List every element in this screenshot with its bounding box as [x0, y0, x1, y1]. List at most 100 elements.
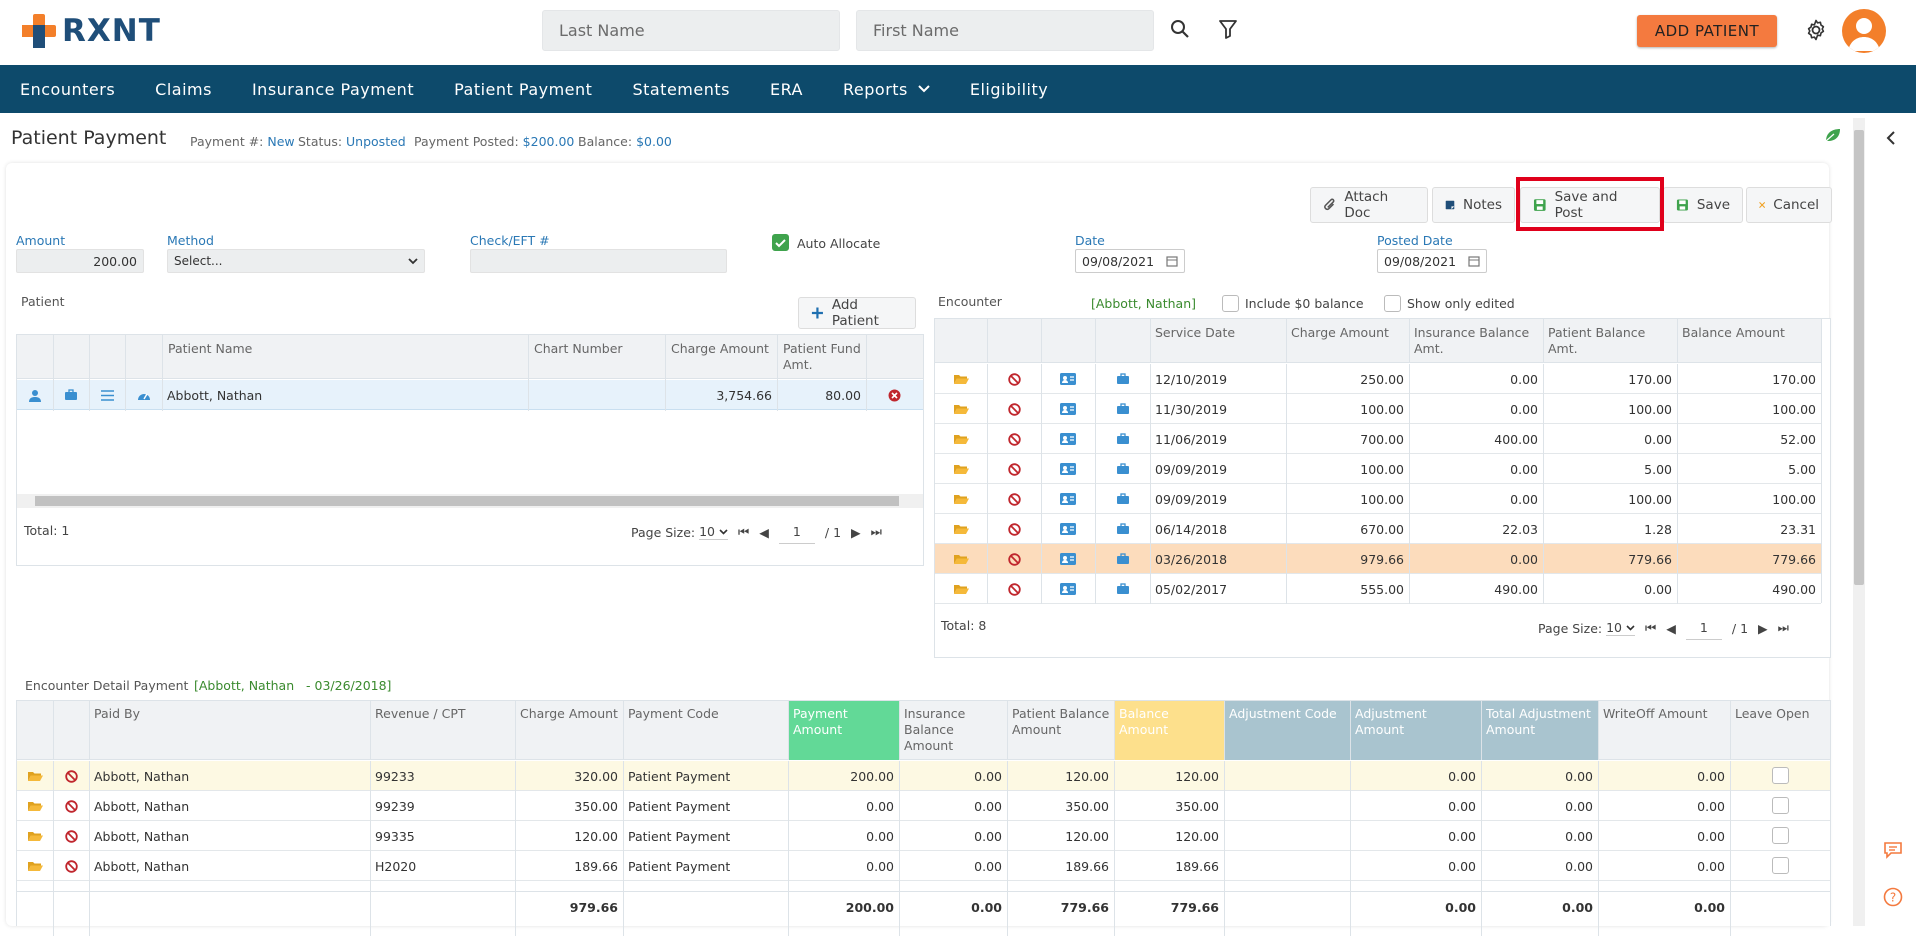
search-icon[interactable] — [1168, 17, 1192, 41]
detail-grid-col-header[interactable]: Adjustment Amount — [1355, 706, 1427, 737]
encounter-grid-col-header[interactable]: Charge Amount — [1291, 325, 1389, 340]
posted-date-input[interactable]: 09/08/2021 — [1377, 249, 1487, 273]
table-row[interactable] — [935, 394, 1821, 424]
void-icon[interactable] — [53, 791, 89, 821]
briefcase-icon[interactable] — [1095, 574, 1150, 604]
open-folder-icon[interactable] — [935, 394, 987, 424]
collapse-panel-icon[interactable] — [1886, 131, 1896, 148]
nav-patient-payment[interactable]: Patient Payment — [454, 79, 593, 99]
rxnt-logo[interactable]: RXNT — [20, 12, 161, 50]
detail-grid-col-header[interactable]: Charge Amount — [520, 706, 618, 721]
table-row[interactable] — [935, 424, 1821, 454]
void-icon[interactable] — [987, 394, 1041, 424]
page-size-select[interactable]: 10 — [699, 524, 729, 540]
first-page-icon[interactable]: ⏮ — [1645, 620, 1657, 635]
nav-era[interactable]: ERA — [769, 79, 803, 99]
check-eft-input[interactable] — [470, 249, 727, 273]
briefcase-icon[interactable] — [1095, 364, 1150, 394]
help-icon[interactable]: ? — [1883, 887, 1903, 910]
patient-grid-col-header[interactable]: Patient Name — [168, 341, 253, 356]
patient-card-icon[interactable] — [1041, 574, 1095, 604]
briefcase-icon[interactable] — [1095, 484, 1150, 514]
encounter-grid-col-header[interactable]: Insurance Balance Amt. — [1414, 325, 1530, 356]
patient-card-icon[interactable] — [1041, 544, 1095, 574]
nav-claims[interactable]: Claims — [155, 79, 212, 99]
last-name-input[interactable] — [542, 10, 840, 51]
table-row[interactable] — [17, 380, 923, 410]
patient-card-icon[interactable] — [1041, 484, 1095, 514]
open-folder-icon[interactable] — [935, 364, 987, 394]
notes-button[interactable]: Notes — [1432, 187, 1515, 223]
patient-grid-col-header[interactable]: Chart Number — [534, 341, 623, 356]
encounter-grid-col-header[interactable]: Balance Amount — [1682, 325, 1785, 340]
detail-grid-col-header[interactable]: Leave Open — [1735, 706, 1810, 721]
patient-card-icon[interactable] — [1041, 424, 1095, 454]
nav-reports[interactable]: Reports — [823, 65, 950, 113]
table-row[interactable] — [935, 364, 1821, 394]
scrollbar-thumb[interactable] — [35, 496, 899, 506]
encounter-grid-col-header[interactable]: Service Date — [1155, 325, 1236, 340]
detail-grid-col-header[interactable]: Adjustment Code — [1229, 706, 1337, 721]
open-folder-icon[interactable] — [935, 544, 987, 574]
patient-grid-col-header[interactable]: Charge Amount — [671, 341, 769, 356]
calendar-icon[interactable] — [1166, 255, 1178, 267]
add-patient-top-button[interactable]: ADD PATIENT — [1637, 15, 1777, 47]
void-icon[interactable] — [987, 454, 1041, 484]
last-page-icon[interactable]: ⏭ — [1777, 620, 1789, 635]
patient-grid-col-header[interactable]: Patient Fund Amt. — [783, 341, 861, 372]
attach-doc-button[interactable]: Attach Doc — [1310, 187, 1428, 223]
prev-page-icon[interactable]: ◀ — [1666, 620, 1676, 636]
patient-card-icon[interactable] — [1041, 514, 1095, 544]
page-scrollbar-thumb[interactable] — [1854, 130, 1864, 585]
open-folder-icon[interactable] — [17, 851, 53, 881]
open-folder-icon[interactable] — [935, 454, 987, 484]
detail-grid-col-header[interactable]: Patient Balance Amount — [1012, 706, 1110, 737]
detail-grid-col-header[interactable]: Revenue / CPT — [375, 706, 466, 721]
patient-profile-icon[interactable] — [17, 380, 53, 410]
open-folder-icon[interactable] — [935, 574, 987, 604]
open-folder-icon[interactable] — [17, 821, 53, 851]
table-row[interactable] — [935, 454, 1821, 484]
prev-page-icon[interactable]: ◀ — [759, 524, 769, 540]
cancel-button[interactable]: Cancel — [1746, 187, 1832, 223]
chat-icon[interactable] — [1883, 841, 1903, 862]
void-icon[interactable] — [53, 851, 89, 881]
nav-eligibility[interactable]: Eligibility — [969, 79, 1049, 99]
void-icon[interactable] — [987, 544, 1041, 574]
leave-open-checkbox[interactable] — [1772, 827, 1789, 844]
briefcase-icon[interactable] — [1095, 514, 1150, 544]
date-input[interactable]: 09/08/2021 — [1075, 249, 1185, 273]
void-icon[interactable] — [987, 424, 1041, 454]
add-patient-button[interactable]: Add Patient — [798, 297, 916, 329]
save-and-post-button[interactable]: Save and Post — [1520, 187, 1660, 223]
open-folder-icon[interactable] — [935, 424, 987, 454]
table-row[interactable] — [935, 544, 1821, 574]
briefcase-icon[interactable] — [53, 380, 89, 410]
dashboard-icon[interactable] — [125, 380, 162, 410]
next-page-icon[interactable]: ▶ — [851, 524, 861, 540]
briefcase-icon[interactable] — [1095, 394, 1150, 424]
amount-input[interactable]: 200.00 — [16, 249, 144, 273]
first-name-input[interactable] — [856, 10, 1154, 51]
patient-card-icon[interactable] — [1041, 394, 1095, 424]
remove-patient-icon[interactable] — [866, 380, 923, 410]
void-icon[interactable] — [987, 514, 1041, 544]
table-row[interactable] — [17, 791, 1830, 821]
next-page-icon[interactable]: ▶ — [1758, 620, 1768, 636]
nav-encounters[interactable]: Encounters — [20, 79, 116, 99]
page-size-select[interactable]: 10 — [1606, 620, 1636, 636]
void-icon[interactable] — [987, 364, 1041, 394]
user-avatar[interactable] — [1842, 9, 1886, 53]
leave-open-checkbox[interactable] — [1772, 857, 1789, 874]
detail-grid-col-header[interactable]: Insurance Balance Amount — [904, 706, 966, 753]
table-row[interactable] — [935, 484, 1821, 514]
briefcase-icon[interactable] — [1095, 454, 1150, 484]
nav-insurance-payment[interactable]: Insurance Payment — [251, 79, 415, 99]
detail-grid-col-header[interactable]: Total Adjustment Amount — [1486, 706, 1591, 737]
open-folder-icon[interactable] — [935, 484, 987, 514]
table-row[interactable] — [935, 574, 1821, 604]
save-button[interactable]: Save — [1663, 187, 1743, 223]
void-icon[interactable] — [987, 574, 1041, 604]
void-icon[interactable] — [987, 484, 1041, 514]
open-folder-icon[interactable] — [17, 791, 53, 821]
